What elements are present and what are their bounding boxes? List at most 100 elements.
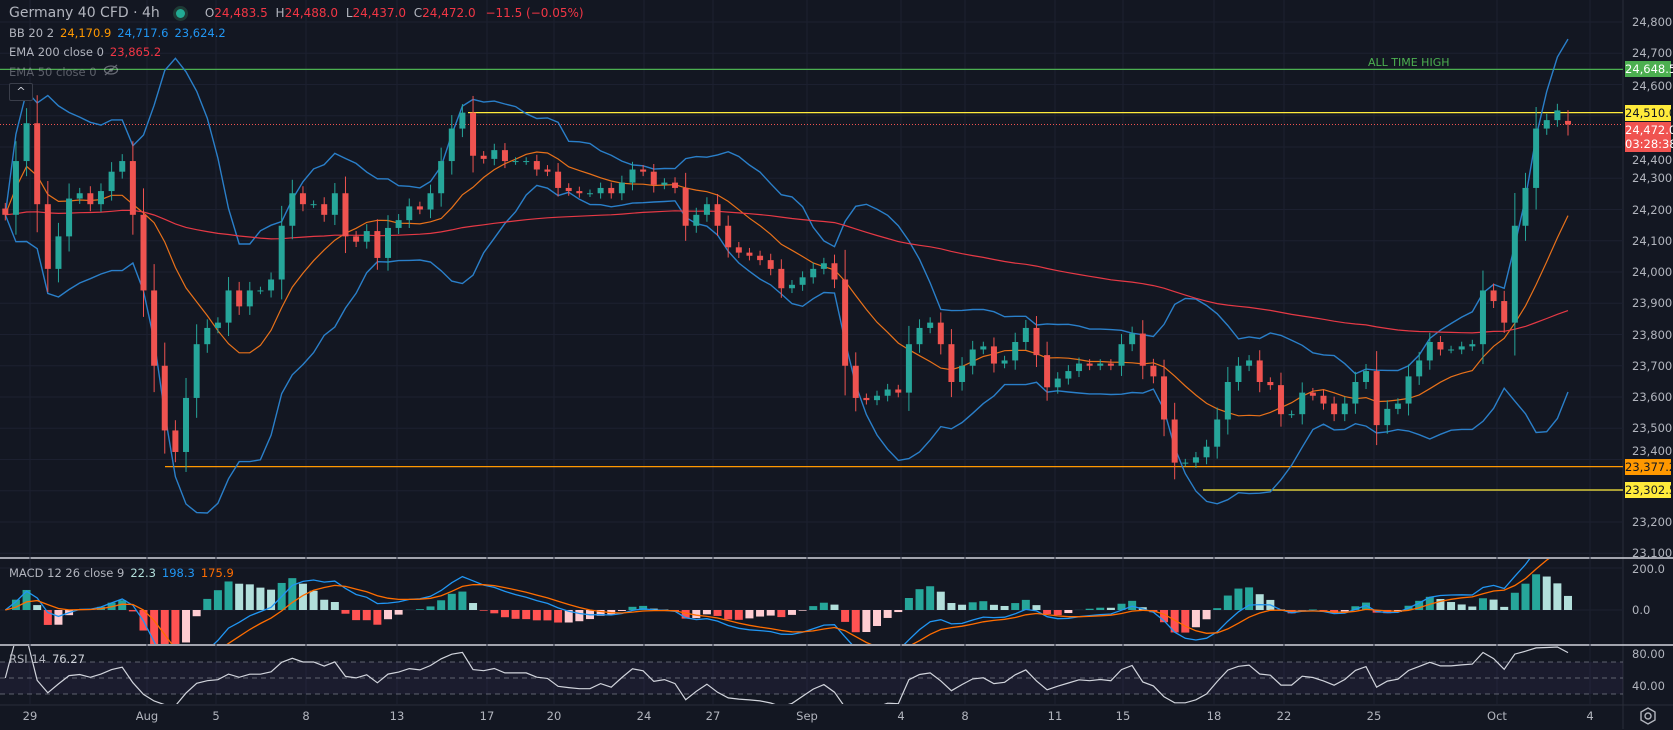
bb-label: BB 20 2 — [9, 26, 54, 40]
macd-histogram-bar — [352, 610, 360, 620]
macd-histogram-value: 22.3 — [130, 566, 156, 580]
high-label: H — [276, 6, 285, 20]
open-label: O — [205, 6, 214, 20]
candle — [268, 272, 274, 297]
candle-body — [1097, 364, 1103, 366]
candle-body — [1427, 342, 1433, 360]
candle — [1427, 333, 1433, 370]
candle-body — [1448, 350, 1454, 351]
macd-histogram-bar — [969, 602, 977, 610]
candle-body — [800, 277, 806, 285]
macd-histogram-bar — [1256, 594, 1264, 610]
rsi-axis-tick: 80.00 — [1632, 647, 1665, 661]
eye-crossed-icon[interactable] — [103, 64, 119, 79]
candle-body — [874, 396, 880, 400]
ohlc-values: O24,483.5 H24,488.0 L24,437.0 C24,472.0 … — [201, 6, 584, 20]
candle-body — [1182, 463, 1188, 464]
rsi-legend[interactable]: RSI 14 76.27 — [9, 652, 85, 666]
candle — [45, 181, 51, 292]
candle — [1267, 377, 1273, 390]
price-axis-tick: 24,800.0 — [1632, 15, 1673, 29]
candle — [1172, 403, 1178, 480]
price-axis-tick: 23,500.0 — [1632, 421, 1673, 435]
candle — [885, 384, 891, 402]
bb-upper-value: 24,717.6 — [117, 26, 168, 40]
candle — [863, 394, 869, 405]
price-axis-tick: 23,800.0 — [1632, 328, 1673, 342]
candle-body — [810, 269, 816, 277]
candle-body — [693, 215, 699, 226]
candle — [1129, 327, 1135, 352]
macd-histogram-bar — [788, 610, 796, 615]
macd-histogram-bar — [54, 610, 62, 625]
macd-histogram-bar — [862, 610, 870, 632]
candle-body — [151, 290, 157, 365]
candle — [1299, 382, 1305, 424]
candle-body — [1108, 364, 1114, 366]
macd-histogram-bar — [894, 610, 902, 612]
macd-histogram-bar — [735, 610, 743, 620]
candle-body — [1469, 344, 1475, 346]
candle — [1533, 107, 1539, 210]
macd-histogram-bar — [490, 610, 498, 613]
candle — [1002, 356, 1008, 369]
macd-histogram-bar — [512, 610, 520, 619]
macd-legend[interactable]: MACD 12 26 close 9 22.3 198.3 175.9 — [9, 566, 234, 580]
macd-histogram-bar — [458, 592, 466, 610]
candle — [98, 183, 104, 212]
price-axis-tick: 24,200.0 — [1632, 203, 1673, 217]
macd-histogram-bar — [310, 591, 318, 610]
macd-histogram-bar — [841, 610, 849, 622]
price-axis-tick: 23,700.0 — [1632, 359, 1673, 373]
candle-body — [130, 161, 136, 215]
price-axis-tick: 24,100.0 — [1632, 234, 1673, 248]
candle — [576, 187, 582, 198]
candle-body — [736, 247, 742, 252]
macd-histogram-bar — [1011, 603, 1019, 610]
macd-histogram-bar — [618, 610, 626, 611]
candle — [704, 197, 710, 222]
time-axis-label: 18 — [1207, 709, 1222, 723]
candle-body — [87, 193, 93, 204]
collapse-legend-button[interactable]: ^ — [9, 83, 33, 101]
macd-histogram-bar — [830, 605, 838, 610]
macd-histogram-bar — [1309, 609, 1317, 610]
symbol-title[interactable]: Germany 40 CFD · 4h — [9, 5, 160, 21]
candle-body — [746, 253, 752, 256]
candle — [800, 271, 806, 291]
open-value: 24,483.5 — [214, 6, 267, 20]
candle-body — [1257, 360, 1263, 382]
bb-legend[interactable]: BB 20 2 24,170.9 24,717.6 23,624.2 — [9, 26, 226, 40]
ema50-label: EMA 50 close 0 — [9, 65, 97, 79]
candle — [991, 337, 997, 372]
candle-body — [279, 226, 285, 280]
candle-body — [1278, 385, 1284, 414]
chart-settings-gear-icon[interactable] — [1638, 706, 1658, 726]
candle-body — [1161, 376, 1167, 419]
candle-body — [183, 398, 189, 452]
bar-countdown: 03:28:38 — [1625, 137, 1671, 151]
ema50-legend[interactable]: EMA 50 close 0 — [9, 64, 119, 79]
time-axis-label: Oct — [1487, 709, 1507, 723]
main-pane — [2, 39, 1571, 513]
candle-body — [906, 344, 912, 392]
ema200-legend[interactable]: EMA 200 close 0 23,865.2 — [9, 45, 161, 59]
macd-histogram-bar — [533, 610, 541, 620]
time-axis-label: 29 — [23, 709, 38, 723]
candle — [1119, 334, 1125, 376]
macd-histogram-bar — [937, 592, 945, 610]
macd-histogram-bar — [905, 598, 913, 610]
bb-basis-value: 24,170.9 — [60, 26, 111, 40]
candle-body — [768, 260, 774, 269]
candle-body — [1363, 371, 1369, 382]
candle-body — [1140, 334, 1146, 366]
candle-body — [991, 346, 997, 363]
candle — [1235, 357, 1241, 391]
candle-body — [1002, 360, 1008, 363]
rsi-label: RSI 14 — [9, 652, 46, 666]
price-label-value: 23,377.2 — [1625, 460, 1671, 474]
candle-body — [683, 188, 689, 226]
macd-line-value: 198.3 — [162, 566, 195, 580]
